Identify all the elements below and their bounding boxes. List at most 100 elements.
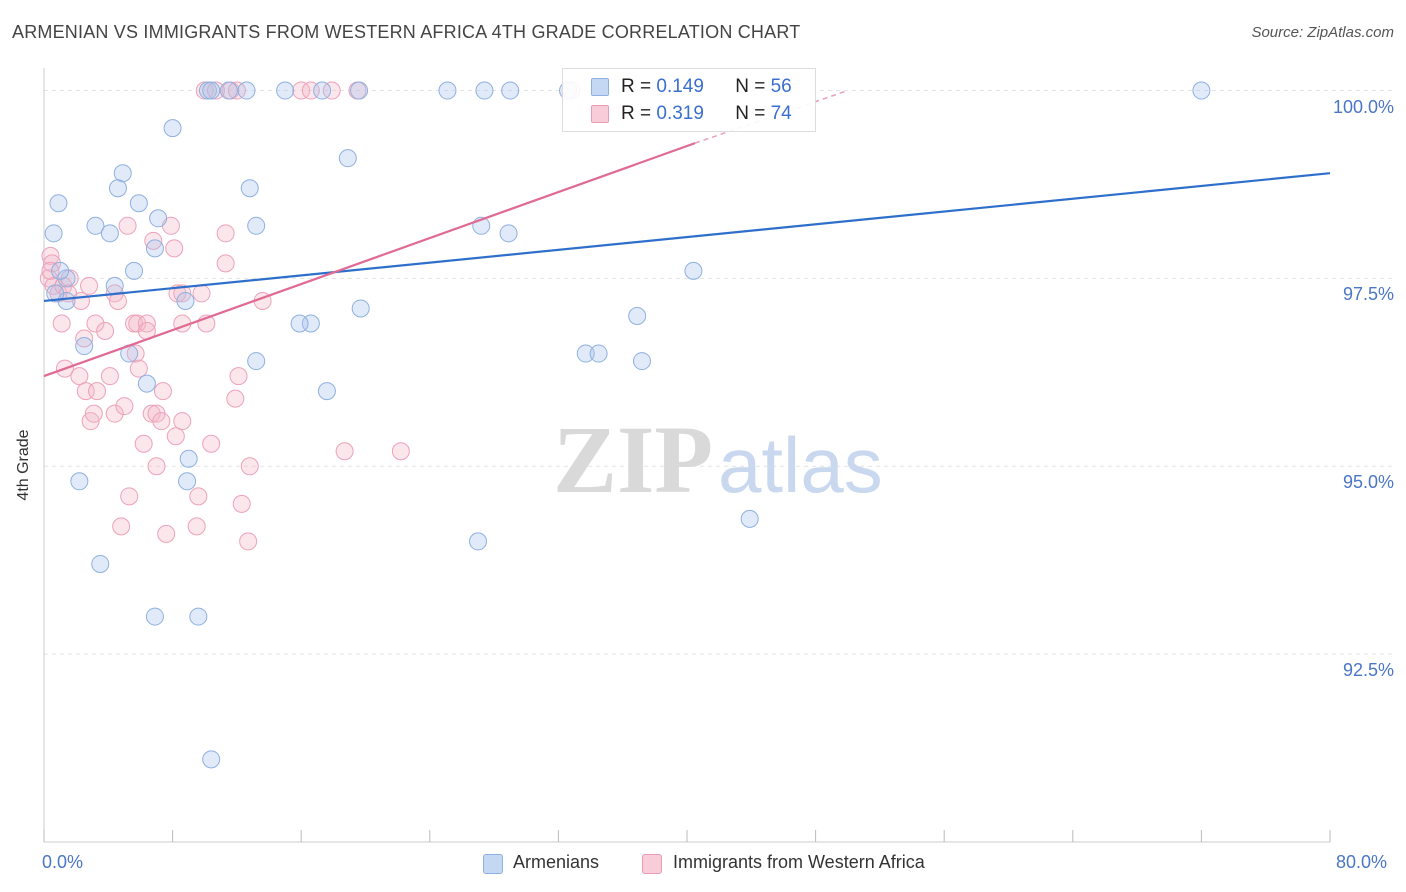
data-point-armenians [57,269,76,288]
data-point-armenians [105,276,124,295]
data-point-immigrants [152,412,171,431]
legend-r-label: R = [621,103,652,124]
data-point-immigrants [232,494,251,513]
data-point-immigrants [144,231,163,250]
data-point-immigrants [147,457,166,476]
data-point-immigrants [142,404,161,423]
data-point-armenians [129,194,148,213]
data-point-immigrants [84,404,103,423]
legend-r-label: R = [621,76,652,97]
data-point-immigrants [292,81,311,100]
axes [43,68,1331,843]
data-point-immigrants [118,216,137,235]
data-point-immigrants [134,434,153,453]
data-point-immigrants [240,457,259,476]
data-point-immigrants [129,359,148,378]
data-point-armenians [145,239,164,258]
series-armenians-points [44,81,1211,769]
data-point-immigrants [189,487,208,506]
data-point-armenians [350,81,369,100]
data-point-immigrants [80,276,99,295]
data-point-immigrants [166,427,185,446]
data-point-immigrants [88,382,107,401]
data-point-armenians [338,149,357,168]
bottom-legend-swatch-immigrants [642,854,662,874]
data-point-armenians [740,509,759,528]
watermark-atlas: atlas [718,421,883,509]
data-point-armenians [125,261,144,280]
chart-title: ARMENIAN VS IMMIGRANTS FROM WESTERN AFRI… [12,22,801,42]
legend-swatch-immigrants [591,105,609,123]
data-point-immigrants [216,254,235,273]
legend-row-immigrants: R = 0.319 N = 74 [621,103,792,125]
data-point-armenians [189,607,208,626]
data-point-immigrants [192,284,211,303]
bottom-legend-swatch-armenians [483,854,503,874]
data-point-immigrants [41,261,60,280]
data-point-immigrants [157,524,176,543]
bottom-legend-armenians: Armenians [513,852,600,872]
data-point-immigrants [391,442,410,461]
data-point-immigrants [96,322,115,341]
legend-r-value: 0.319 [656,103,704,124]
data-point-armenians [589,344,608,363]
data-point-armenians [57,291,76,310]
data-point-armenians [247,216,266,235]
data-point-armenians [240,179,259,198]
data-point-armenians [317,382,336,401]
data-point-armenians [628,306,647,325]
data-point-immigrants [108,291,127,310]
source-label: Source: ZipAtlas.com [1251,24,1394,41]
legend-r-value: 0.149 [656,76,704,97]
data-point-immigrants [137,314,156,333]
data-point-immigrants [187,517,206,536]
data-point-armenians [178,472,197,491]
data-point-armenians [46,284,65,303]
data-point-immigrants [229,367,248,386]
data-point-immigrants [41,246,60,265]
series-immigrants-points [39,81,581,551]
legend-n-value: 56 [770,76,792,97]
data-point-armenians [276,81,295,100]
data-point-armenians [202,81,221,100]
data-point-immigrants [128,314,147,333]
data-point-armenians [108,179,127,198]
trend-line-armenians [43,172,1331,303]
data-point-immigrants [105,404,124,423]
x-tick-label-min: 0.0% [42,852,84,872]
data-point-armenians [469,532,488,551]
data-point-armenians [247,352,266,371]
y-tick-label: 97.5% [1342,284,1394,305]
data-point-immigrants [216,224,235,243]
data-point-immigrants [153,382,172,401]
data-point-armenians [51,261,70,280]
data-point-immigrants [335,442,354,461]
data-point-armenians [219,81,238,100]
data-point-armenians [91,554,110,573]
correlation-legend: R = 0.149 N = 56 R = 0.319 N = 74 [562,68,816,132]
y-tick-label: 95.0% [1342,472,1394,493]
data-point-armenians [684,261,703,280]
bottom-legend-immigrants: Immigrants from Western Africa [673,852,925,872]
trend-line-immigrants [43,142,696,378]
data-point-immigrants [239,532,258,551]
data-point-armenians [145,607,164,626]
data-point-armenians [313,81,332,100]
data-point-armenians [290,314,309,333]
data-point-immigrants [120,487,139,506]
data-point-immigrants [70,367,89,386]
data-point-immigrants [115,397,134,416]
data-point-armenians [149,209,168,228]
data-point-immigrants [126,344,145,363]
x-tick-label-max: 80.0% [1336,852,1388,872]
data-point-armenians [49,194,68,213]
data-point-armenians [86,216,105,235]
watermark-zip: ZIP [553,406,713,513]
data-point-immigrants [202,434,221,453]
y-tick-label: 92.5% [1342,660,1394,681]
data-point-armenians [438,81,457,100]
data-point-armenians [576,344,595,363]
legend-row-armenians: R = 0.149 N = 56 [621,76,792,98]
legend-n-label: N = [735,103,766,124]
